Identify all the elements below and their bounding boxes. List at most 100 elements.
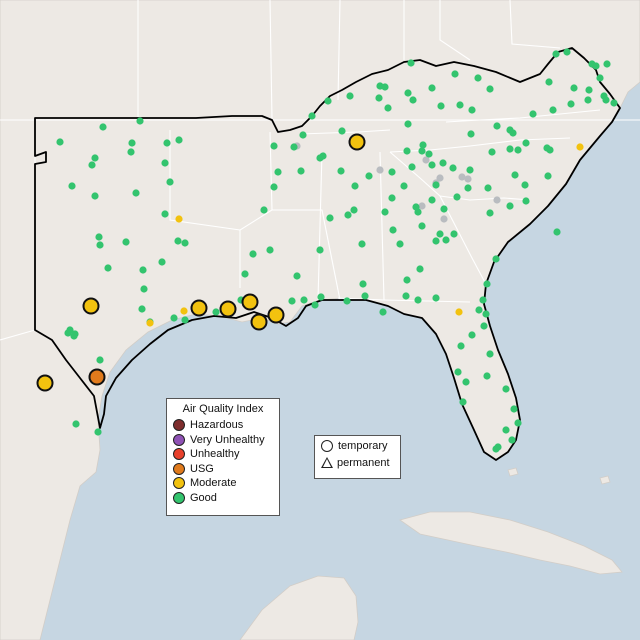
monitor-good[interactable]: [288, 297, 296, 305]
monitor-good[interactable]: [161, 210, 169, 218]
monitor-good[interactable]: [440, 205, 448, 213]
monitor-good[interactable]: [128, 139, 136, 147]
monitor-good[interactable]: [384, 104, 392, 112]
monitor-good[interactable]: [308, 112, 316, 120]
monitor-good[interactable]: [450, 230, 458, 238]
monitor-good[interactable]: [502, 385, 510, 393]
monitor-good[interactable]: [104, 264, 112, 272]
monitor-good[interactable]: [514, 146, 522, 154]
monitor-good[interactable]: [468, 331, 476, 339]
monitor-good[interactable]: [270, 142, 278, 150]
monitor-good[interactable]: [483, 280, 491, 288]
monitor-good[interactable]: [359, 280, 367, 288]
monitor-good[interactable]: [324, 97, 332, 105]
monitor-good[interactable]: [506, 202, 514, 210]
monitor-good[interactable]: [409, 96, 417, 104]
monitor-good[interactable]: [403, 147, 411, 155]
monitor-good[interactable]: [408, 163, 416, 171]
monitor-good[interactable]: [138, 305, 146, 313]
monitor-no-data[interactable]: [436, 174, 444, 182]
monitor-good[interactable]: [529, 110, 537, 118]
monitor-good[interactable]: [596, 74, 604, 82]
monitor-good[interactable]: [175, 136, 183, 144]
monitor-good[interactable]: [419, 141, 427, 149]
monitor-good[interactable]: [456, 101, 464, 109]
monitor-good[interactable]: [274, 168, 282, 176]
monitor-no-data[interactable]: [422, 156, 430, 164]
monitor-good[interactable]: [468, 106, 476, 114]
monitor-good[interactable]: [290, 143, 298, 151]
monitor-good[interactable]: [88, 161, 96, 169]
monitor-good[interactable]: [249, 250, 257, 258]
monitor-good[interactable]: [545, 78, 553, 86]
monitor-good[interactable]: [480, 322, 488, 330]
monitor-good[interactable]: [425, 150, 433, 158]
monitor-good[interactable]: [316, 246, 324, 254]
monitor-good[interactable]: [584, 96, 592, 104]
monitor-good[interactable]: [451, 70, 459, 78]
monitor-no-data[interactable]: [440, 215, 448, 223]
monitor-good[interactable]: [64, 329, 72, 337]
monitor-good[interactable]: [72, 420, 80, 428]
monitor-good[interactable]: [521, 181, 529, 189]
monitor-good[interactable]: [389, 226, 397, 234]
monitor-good[interactable]: [454, 368, 462, 376]
monitor-good[interactable]: [402, 292, 410, 300]
monitor-moderate[interactable]: [175, 215, 183, 223]
monitor-good[interactable]: [588, 60, 596, 68]
monitor-good[interactable]: [337, 167, 345, 175]
monitor-good[interactable]: [127, 148, 135, 156]
monitor-good[interactable]: [486, 85, 494, 93]
monitor-good[interactable]: [174, 237, 182, 245]
monitor-no-data[interactable]: [418, 202, 426, 210]
monitor-good[interactable]: [311, 301, 319, 309]
monitor-good[interactable]: [136, 117, 144, 125]
monitor-good[interactable]: [474, 74, 482, 82]
monitor-good[interactable]: [484, 184, 492, 192]
monitor-usg-temporary[interactable]: [88, 368, 106, 386]
monitor-good[interactable]: [351, 182, 359, 190]
monitor-good[interactable]: [482, 310, 490, 318]
monitor-good[interactable]: [317, 293, 325, 301]
monitor-good[interactable]: [388, 194, 396, 202]
monitor-good[interactable]: [412, 203, 420, 211]
monitor-no-data[interactable]: [464, 175, 472, 183]
monitor-moderate-temporary[interactable]: [36, 374, 54, 392]
monitor-good[interactable]: [570, 84, 578, 92]
monitor-good[interactable]: [453, 193, 461, 201]
monitor-good[interactable]: [414, 296, 422, 304]
monitor-good[interactable]: [416, 265, 424, 273]
monitor-good[interactable]: [158, 258, 166, 266]
monitor-moderate-temporary[interactable]: [82, 297, 100, 315]
monitor-moderate-temporary[interactable]: [250, 313, 268, 331]
monitor-good[interactable]: [522, 197, 530, 205]
monitor-good[interactable]: [365, 172, 373, 180]
monitor-good[interactable]: [603, 60, 611, 68]
monitor-good[interactable]: [316, 154, 324, 162]
monitor-good[interactable]: [493, 122, 501, 130]
monitor-good[interactable]: [437, 102, 445, 110]
monitor-good[interactable]: [400, 182, 408, 190]
monitor-good[interactable]: [483, 372, 491, 380]
monitor-good[interactable]: [299, 131, 307, 139]
monitor-good[interactable]: [396, 240, 404, 248]
monitor-good[interactable]: [502, 426, 510, 434]
monitor-moderate[interactable]: [146, 319, 154, 327]
monitor-good[interactable]: [563, 48, 571, 56]
monitor-good[interactable]: [161, 159, 169, 167]
monitor-good[interactable]: [326, 214, 334, 222]
monitor-good[interactable]: [91, 192, 99, 200]
monitor-good[interactable]: [96, 241, 104, 249]
monitor-good[interactable]: [488, 148, 496, 156]
monitor-good[interactable]: [70, 332, 78, 340]
monitor-no-data[interactable]: [493, 196, 501, 204]
monitor-good[interactable]: [549, 106, 557, 114]
monitor-good[interactable]: [544, 172, 552, 180]
monitor-good[interactable]: [270, 183, 278, 191]
monitor-good[interactable]: [479, 296, 487, 304]
monitor-good[interactable]: [439, 159, 447, 167]
monitor-good[interactable]: [132, 189, 140, 197]
monitor-good[interactable]: [418, 147, 426, 155]
monitor-moderate-temporary[interactable]: [267, 306, 285, 324]
